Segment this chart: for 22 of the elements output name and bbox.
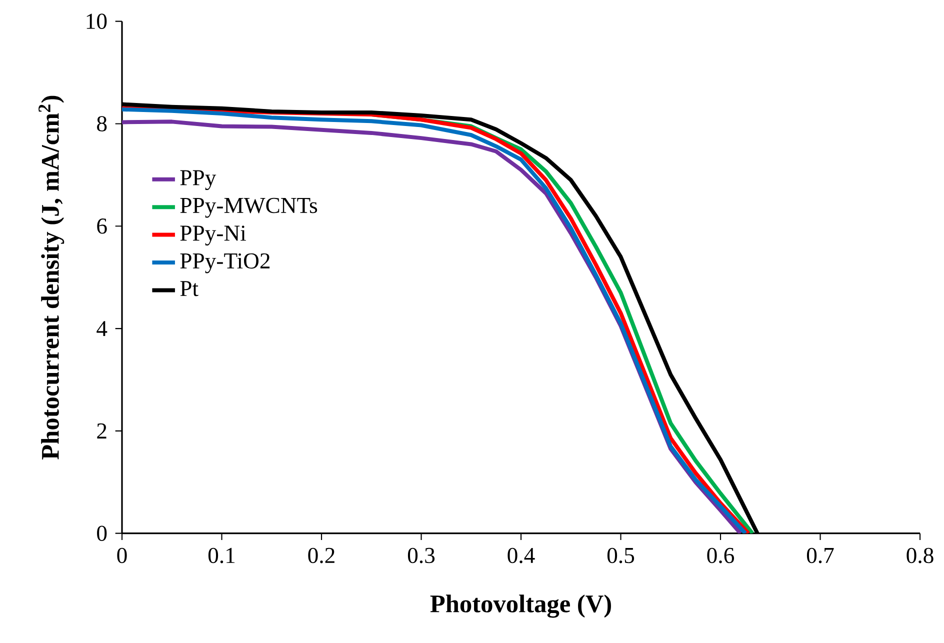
legend-label: Pt	[180, 281, 198, 296]
legend-label: PPy	[180, 170, 216, 190]
y-tick-label: 2	[97, 424, 106, 439]
x-tick-label: 0.3	[408, 548, 435, 564]
legend-label: PPy-TiO2	[180, 254, 270, 274]
legend-label: PPy-MWCNTs	[180, 198, 318, 218]
x-tick-label: 0.6	[707, 548, 734, 564]
y-tick-label: 8	[97, 116, 107, 132]
y-tick-label: 4	[96, 321, 108, 336]
x-tick-label: 0.7	[806, 548, 834, 564]
y-tick-label: 6	[97, 218, 107, 234]
y-tick-label: 10	[86, 14, 107, 30]
x-axis-title: Photovoltage (V)	[430, 594, 611, 618]
x-tick-label: 0.8	[906, 548, 934, 564]
x-tick-label: 0.4	[508, 548, 535, 564]
legend-label: PPy-Ni	[180, 226, 246, 246]
x-tick-label: 0.1	[208, 548, 235, 564]
x-tick-label: 0	[117, 548, 127, 564]
y-axis-title: Photocurrent density (J, mA/cm$^{2}$)	[38, 96, 64, 460]
x-tick-label: 0.5	[607, 548, 634, 564]
y-tick-label: 0	[97, 526, 107, 542]
x-tick-label: 0.2	[308, 548, 334, 564]
